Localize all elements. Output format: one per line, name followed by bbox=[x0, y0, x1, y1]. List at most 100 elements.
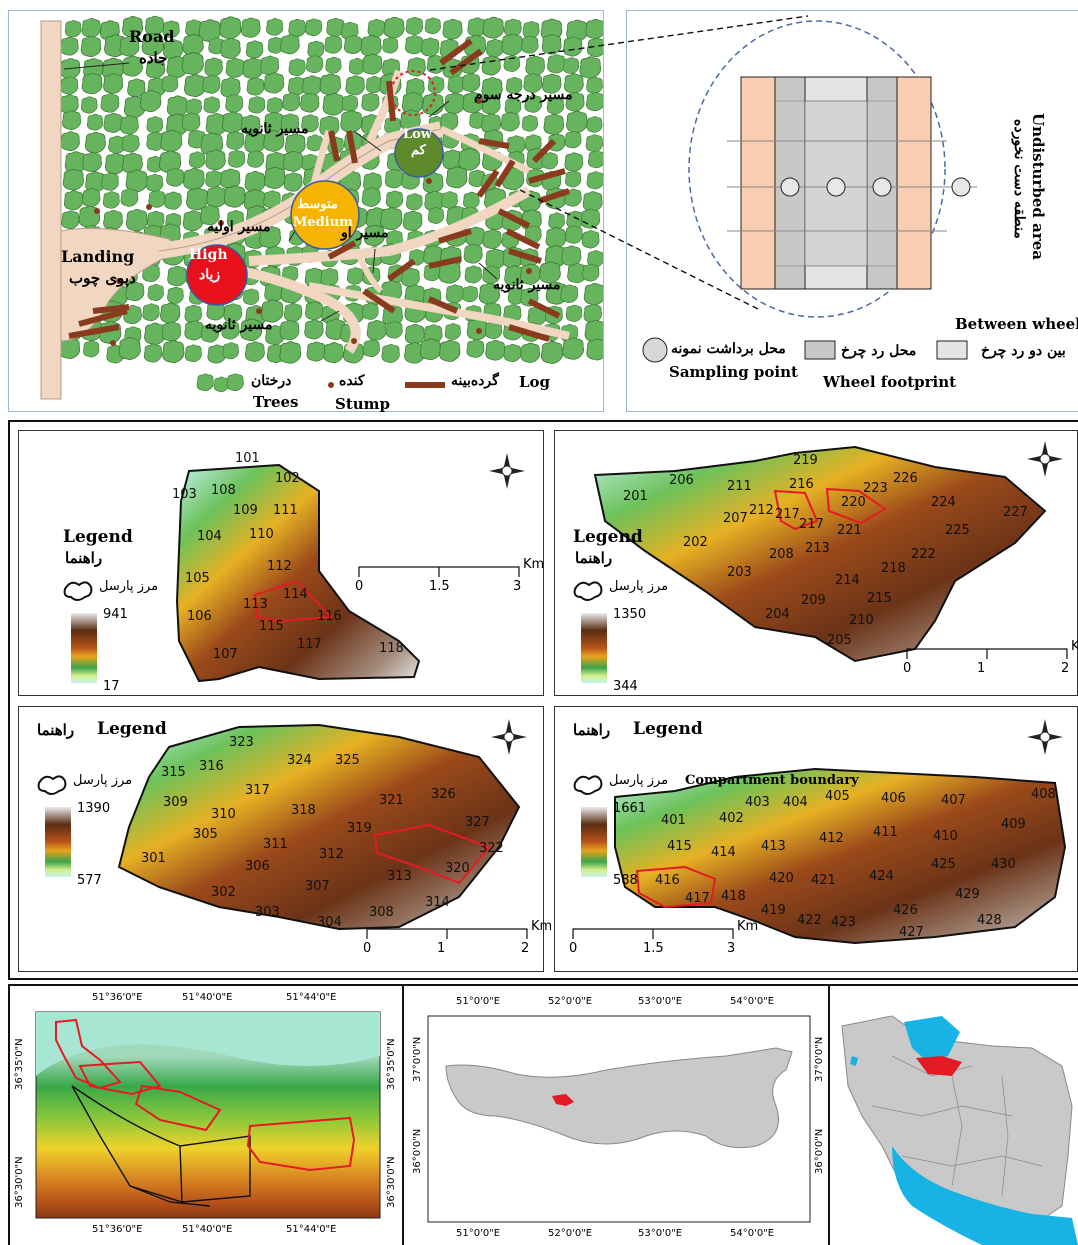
compartment-label-326: 326 bbox=[431, 787, 456, 802]
intensity-low-en: Low bbox=[403, 127, 433, 142]
legend-boundary-fa: مرز پارسل bbox=[99, 579, 159, 594]
legend-log-fa: گرده‌بینه bbox=[451, 373, 499, 389]
compartment-label-413: 413 bbox=[761, 839, 786, 854]
compartment-label-206: 206 bbox=[669, 473, 694, 488]
compartment-label-302: 302 bbox=[211, 885, 236, 900]
compartment-label-314: 314 bbox=[425, 895, 450, 910]
highlighted-compartment bbox=[373, 823, 491, 885]
compartment-label-417: 417 bbox=[685, 891, 710, 906]
compartment-label-207: 207 bbox=[723, 511, 748, 526]
legend-symbols bbox=[196, 373, 445, 393]
elevation-min: 17 bbox=[103, 679, 120, 694]
intensity-low-circle bbox=[394, 128, 444, 178]
compartment-map-2: 201 206 211 219 216 220 223 226 224 227 212 207 217 2… bbox=[554, 430, 1078, 696]
compartment-label-212: 212 bbox=[749, 503, 774, 518]
compartment-label-225: 225 bbox=[945, 523, 970, 538]
scale-tick-0: 0 bbox=[355, 579, 364, 594]
compartment-map-3: 323 324 325 315 316 326 317 321 309 318 327 310 319 3… bbox=[18, 706, 552, 972]
scale-tick-0: 0 bbox=[903, 661, 912, 676]
scale-tick-2: 3 bbox=[513, 579, 522, 594]
compartment-area bbox=[593, 445, 1047, 663]
highlighted-compartment bbox=[635, 865, 717, 909]
province-highlight bbox=[916, 1056, 962, 1076]
compartment-label-323: 323 bbox=[229, 735, 254, 750]
legend-stump-fa: کنده bbox=[339, 373, 365, 389]
coordinate-label: 52°0'0"E bbox=[548, 996, 593, 1007]
third-trail-label: مسیر درجه سوم bbox=[474, 87, 573, 103]
compartment-label-217: 217 bbox=[799, 517, 824, 532]
compartment-label-312: 312 bbox=[319, 847, 344, 862]
compartment-label-303: 303 bbox=[255, 905, 280, 920]
compartment-label-315: 315 bbox=[161, 765, 186, 780]
compartment-label-403: 403 bbox=[745, 795, 770, 810]
compartment-label-311: 311 bbox=[263, 837, 288, 852]
compartment-label-221: 221 bbox=[837, 523, 862, 538]
compartment-label-204: 204 bbox=[765, 607, 790, 622]
compartment-label-308: 308 bbox=[369, 905, 394, 920]
wheel-footprint-en: Wheel footprint bbox=[823, 373, 957, 391]
compartment-label-414: 414 bbox=[711, 845, 736, 860]
road-label-fa: جاده bbox=[139, 49, 168, 67]
legend-trees-fa: درختان bbox=[251, 373, 292, 389]
compartment-label-318: 318 bbox=[291, 803, 316, 818]
coordinate-label: 36°0'0"N bbox=[814, 1128, 825, 1174]
road bbox=[40, 20, 62, 400]
compartment-label-416: 416 bbox=[655, 873, 680, 888]
compartment-label-208: 208 bbox=[769, 547, 794, 562]
highlighted-compartment bbox=[773, 487, 887, 531]
compartment-label-227: 227 bbox=[1003, 505, 1028, 520]
compartment-map-4: 405 408 403 404 406 407 401 402 412 411 410 409 415 4… bbox=[554, 706, 1078, 972]
compartment-label-106: 106 bbox=[187, 609, 212, 624]
compartment-label-321: 321 bbox=[379, 793, 404, 808]
landing-label-en: Landing bbox=[61, 247, 135, 266]
legend-title-en: Legend bbox=[63, 527, 133, 547]
skid-trail-artwork bbox=[40, 15, 603, 400]
elevation-min: 588 bbox=[613, 873, 638, 888]
coordinate-label: 53°0'0"E bbox=[638, 996, 683, 1007]
sampling-artwork bbox=[642, 20, 977, 363]
compartment-label-316: 316 bbox=[199, 759, 224, 774]
scale-tick-2: 2 bbox=[521, 941, 530, 956]
coordinate-label: 36°0'0"N bbox=[412, 1128, 423, 1174]
persian-gulf bbox=[892, 1146, 1078, 1245]
compartment-label-205: 205 bbox=[827, 633, 852, 648]
scale-unit: Km bbox=[531, 919, 553, 934]
intensity-high-fa: زیاد bbox=[199, 267, 221, 283]
compartment-label-422: 422 bbox=[797, 913, 822, 928]
compartment-label-219: 219 bbox=[793, 453, 818, 468]
compartment-label-319: 319 bbox=[347, 821, 372, 836]
legend-stump-en: Stump bbox=[335, 395, 391, 413]
compartment-label-203: 203 bbox=[727, 565, 752, 580]
compartment-label-214: 214 bbox=[835, 573, 860, 588]
compartment-label-306: 306 bbox=[245, 859, 270, 874]
compartment-label-411: 411 bbox=[873, 825, 898, 840]
compartment-label-427: 427 bbox=[899, 925, 924, 940]
intensity-high-en: High bbox=[189, 247, 228, 263]
compartment-outlines bbox=[71, 1085, 251, 1207]
compartment-label-426: 426 bbox=[893, 903, 918, 918]
intensity-low-fa: کم bbox=[411, 143, 426, 158]
compartment-label-224: 224 bbox=[931, 495, 956, 510]
legend-boundary-fa: مرز پارسل bbox=[609, 579, 669, 594]
primary-trail-label-b: مسیر او bbox=[341, 225, 389, 241]
compartment-label-103: 103 bbox=[172, 487, 197, 502]
north-arrow-icon bbox=[1027, 719, 1063, 755]
coordinate-label: 52°0'0"E bbox=[548, 1228, 593, 1239]
scale-tick-1: 1 bbox=[437, 941, 446, 956]
compartment-label-415: 415 bbox=[667, 839, 692, 854]
compartment-label-112: 112 bbox=[267, 559, 292, 574]
coordinate-label: 36°30'0"N bbox=[386, 1156, 397, 1208]
compartment-label-423: 423 bbox=[831, 915, 856, 930]
compartment-label-421: 421 bbox=[811, 873, 836, 888]
compartment-label-305: 305 bbox=[193, 827, 218, 842]
primary-trail-label-a: مسیر اولیه bbox=[207, 219, 271, 235]
skid-trail-diagram: Road جاده Landing دپوی چوب مسیر درجه سوم… bbox=[8, 10, 604, 413]
scale-tick-2: 3 bbox=[727, 941, 736, 956]
coordinate-label: 54°0'0"E bbox=[730, 996, 775, 1007]
coordinate-label: 51°40'0"E bbox=[182, 992, 233, 1003]
scale-bar bbox=[366, 928, 528, 939]
scale-bar bbox=[906, 648, 1068, 659]
elevation-max: 1661 bbox=[613, 801, 647, 816]
compartment-label-412: 412 bbox=[819, 831, 844, 846]
compartment-label-309: 309 bbox=[163, 795, 188, 810]
